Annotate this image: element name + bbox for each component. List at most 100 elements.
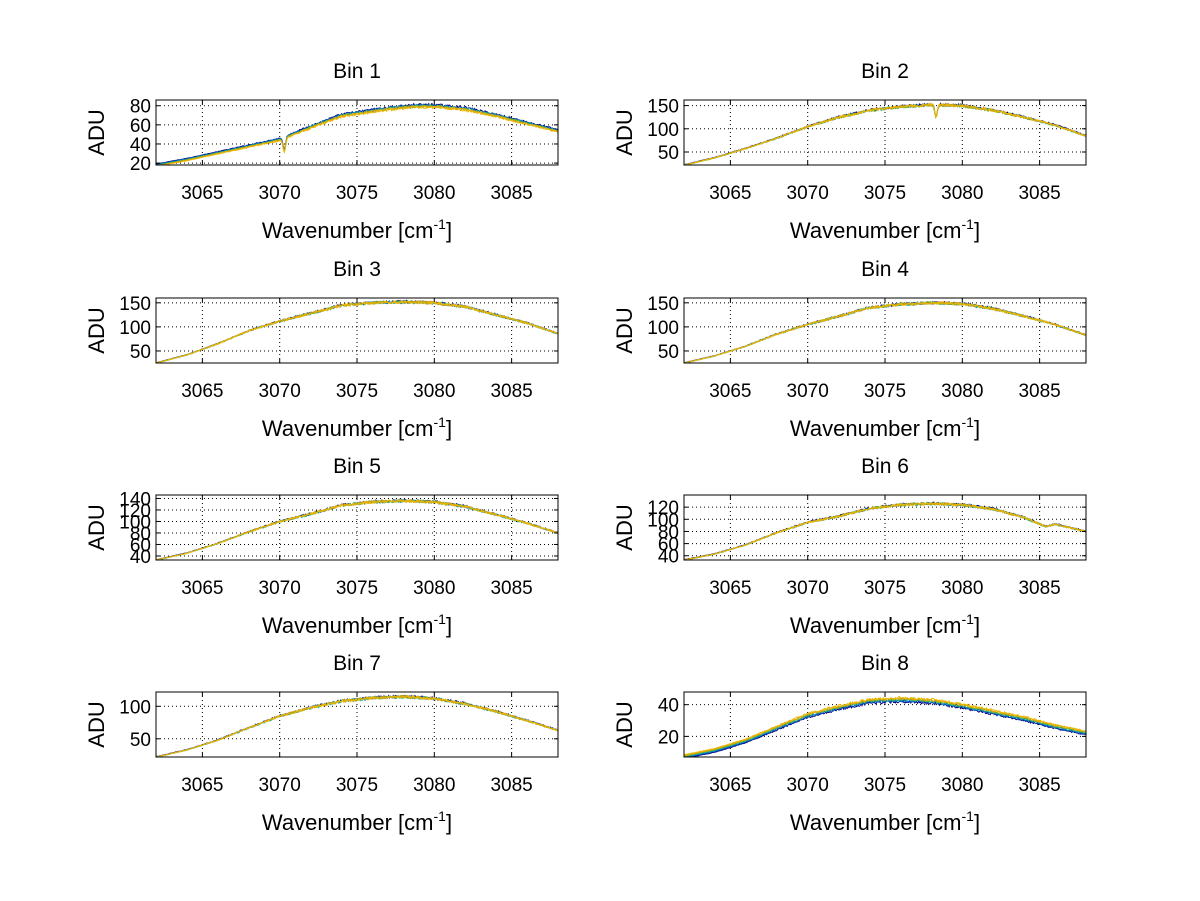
- x-axis-label: Wavenumber [cm-1]: [262, 414, 452, 441]
- x-axis-label-close: ]: [446, 613, 452, 638]
- subplot-bin-8: Bin 8 3065 3070 3075 3080 3085 20 40 Wavenumber …: [612, 652, 1087, 835]
- x-axis-label-superscript: -1: [962, 216, 975, 232]
- y-tick-label: 100: [119, 318, 151, 339]
- series-line-s6: [683, 501, 1087, 561]
- y-axis-label: ADU: [84, 701, 109, 747]
- x-tick-label: 3070: [787, 183, 829, 204]
- x-axis-label: Wavenumber [cm-1]: [790, 611, 980, 638]
- subplot-title: Bin 7: [333, 652, 381, 675]
- series-group: [155, 694, 559, 758]
- y-tick-label: 120: [119, 501, 151, 522]
- y-tick-label: 100: [647, 120, 679, 141]
- subplot-title: Bin 2: [861, 60, 909, 83]
- x-tick-label: 3085: [490, 775, 532, 796]
- x-tick-label: 3070: [787, 578, 829, 599]
- x-tick-label: 3070: [259, 183, 301, 204]
- x-tick-label: 3070: [259, 578, 301, 599]
- series-line-s6: [156, 499, 559, 561]
- series-group: [683, 501, 1087, 561]
- x-tick-label: 3080: [413, 775, 455, 796]
- x-tick-label: 3085: [1018, 578, 1060, 599]
- y-tick-label: 80: [658, 522, 679, 543]
- y-axis-label: ADU: [84, 504, 109, 550]
- x-axis-label-close: ]: [974, 416, 980, 441]
- x-tick-label: 3075: [336, 775, 378, 796]
- y-tick-label: 100: [647, 318, 679, 339]
- y-tick-label: 60: [130, 116, 151, 137]
- y-tick-label: 50: [130, 730, 151, 751]
- x-tick-label: 3075: [864, 381, 906, 402]
- series-line-s4: [683, 697, 1087, 757]
- x-tick-label: 3070: [259, 381, 301, 402]
- y-tick-label: 150: [647, 294, 679, 315]
- y-tick-label: 120: [647, 498, 679, 519]
- series-line-s3: [684, 103, 1087, 166]
- series-line-s1: [156, 498, 559, 561]
- grid: [684, 298, 1086, 363]
- x-axis-label: Wavenumber [cm-1]: [262, 216, 452, 243]
- x-tick-label: 3075: [336, 381, 378, 402]
- x-axis-label-superscript: -1: [434, 414, 447, 430]
- x-tick-label: 3080: [413, 381, 455, 402]
- x-tick-label: 3065: [709, 578, 751, 599]
- x-tick-label: 3085: [490, 183, 532, 204]
- y-axis-label: ADU: [84, 307, 109, 353]
- subplot-title: Bin 3: [333, 258, 381, 281]
- x-tick-label: 3085: [1018, 775, 1060, 796]
- subplot-bin-4: Bin 4 3065 3070 3075 3080 3085 50 100 150 Wavenum…: [612, 258, 1087, 441]
- y-tick-label: 40: [130, 547, 151, 568]
- y-tick-label: 60: [658, 535, 679, 556]
- grid: [156, 298, 558, 363]
- x-tick-label: 3080: [941, 775, 983, 796]
- x-tick-label: 3085: [490, 381, 532, 402]
- x-axis-label-superscript: -1: [434, 808, 447, 824]
- x-axis-label-main: Wavenumber [cm: [262, 218, 434, 243]
- series-group: [683, 102, 1087, 166]
- series-line-s2: [684, 698, 1087, 758]
- y-axis-label: ADU: [612, 109, 637, 155]
- x-tick-label: 3070: [787, 381, 829, 402]
- x-tick-label: 3080: [413, 183, 455, 204]
- x-axis-label-close: ]: [446, 416, 452, 441]
- subplot-bin-5: Bin 5 3065 3070 3075 3080 3085 406080100120140…: [84, 455, 559, 638]
- subplot-bin-7: Bin 7 3065 3070 3075 3080 3085 50 100 Wavenumber…: [84, 652, 559, 835]
- x-tick-label: 3075: [864, 578, 906, 599]
- series-line-s2: [683, 103, 1087, 166]
- series-group: [155, 102, 559, 166]
- x-axis-label-close: ]: [446, 218, 452, 243]
- series-line-s6: [156, 105, 559, 166]
- series-line-s4: [155, 498, 559, 561]
- x-tick-label: 3075: [336, 578, 378, 599]
- y-tick-label: 100: [119, 512, 151, 533]
- x-axis-label-superscript: -1: [962, 611, 975, 627]
- x-axis-label-close: ]: [974, 810, 980, 835]
- y-tick-label: 20: [130, 154, 151, 175]
- y-tick-label: 100: [647, 510, 679, 531]
- series-line-s5: [155, 498, 559, 561]
- x-tick-label: 3085: [1018, 183, 1060, 204]
- x-axis-label-superscript: -1: [962, 808, 975, 824]
- x-tick-label: 3065: [181, 775, 223, 796]
- grid: [684, 495, 1086, 560]
- y-tick-label: 80: [130, 97, 151, 118]
- x-tick-label: 3065: [709, 381, 751, 402]
- y-tick-label: 50: [130, 342, 151, 363]
- x-tick-label: 3080: [941, 183, 983, 204]
- x-tick-label: 3065: [181, 183, 223, 204]
- y-tick-label: 40: [658, 547, 679, 568]
- subplot-title: Bin 1: [333, 60, 381, 83]
- x-axis-label-main: Wavenumber [cm: [790, 416, 962, 441]
- series-line-s6: [683, 102, 1087, 166]
- grid: [684, 100, 1086, 165]
- series-line-s2: [156, 498, 559, 561]
- x-axis-label-close: ]: [974, 613, 980, 638]
- series-line-s3: [156, 498, 559, 561]
- subplot-title: Bin 8: [861, 652, 909, 675]
- x-tick-label: 3085: [490, 578, 532, 599]
- y-tick-label: 140: [119, 489, 151, 510]
- x-axis-label: Wavenumber [cm-1]: [262, 611, 452, 638]
- x-axis-label-superscript: -1: [434, 611, 447, 627]
- x-axis-label-close: ]: [974, 218, 980, 243]
